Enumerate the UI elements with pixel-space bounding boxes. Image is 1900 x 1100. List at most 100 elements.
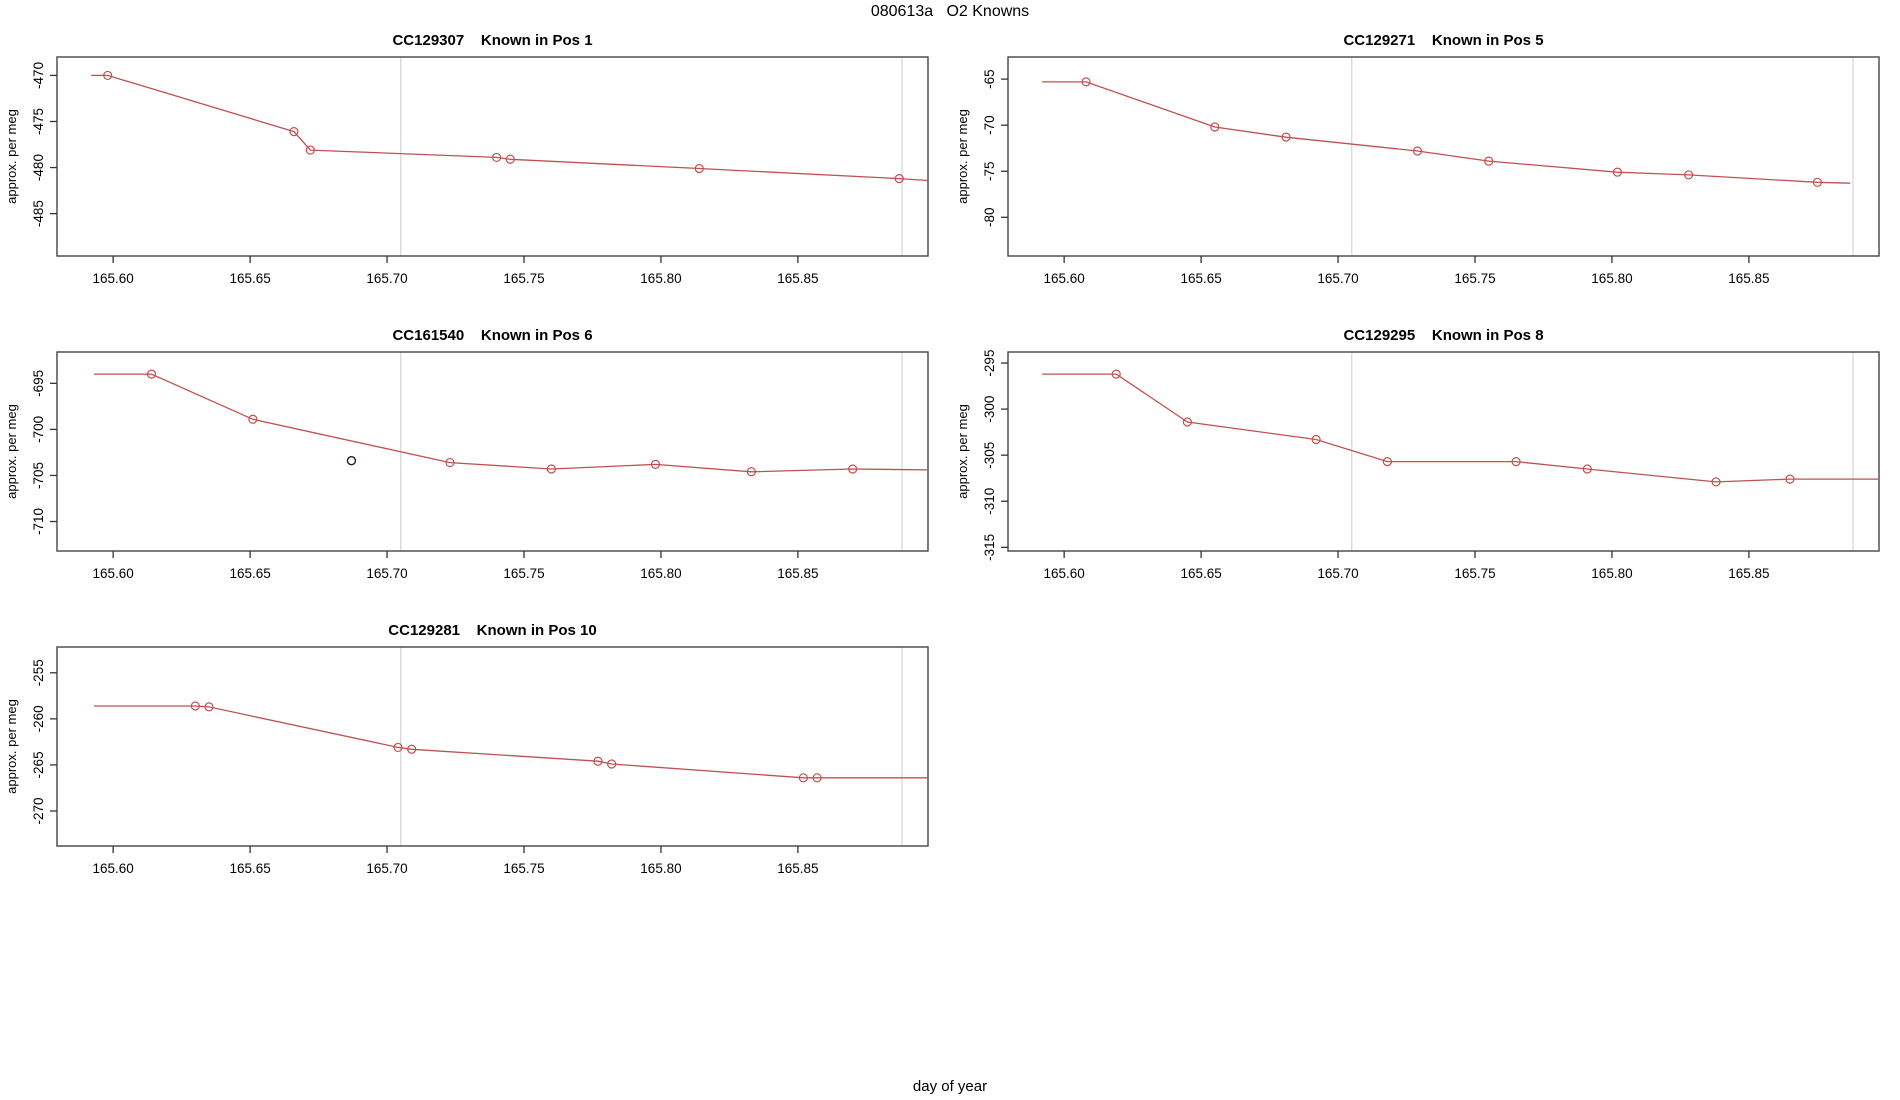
data-point-marker	[1412, 146, 1423, 156]
data-point-marker	[1812, 177, 1822, 187]
x-tick-label: 165.60	[1044, 566, 1085, 581]
x-tick-label: 165.85	[1728, 271, 1769, 286]
y-axis-label: approx. per meg	[3, 699, 19, 794]
data-line	[94, 705, 928, 779]
y-tick-label: -480	[31, 154, 46, 181]
data-point-marker	[1281, 132, 1291, 142]
y-tick-label: -300	[982, 396, 997, 423]
x-tick-label: 165.60	[93, 861, 134, 876]
plot-box	[1007, 351, 1880, 552]
y-tick-label: -265	[31, 751, 46, 778]
plot-cc161540-pos6: CC161540 Known in Pos 6 approx. per meg …	[4, 327, 929, 581]
plot-box	[1007, 56, 1880, 257]
data-line	[91, 74, 929, 182]
plot-title: CC129271 Known in Pos 5	[1343, 32, 1544, 49]
data-point-marker	[1582, 464, 1592, 474]
plot-title: CC129281 Known in Pos 10	[388, 622, 597, 639]
y-tick-label: -310	[982, 488, 997, 515]
data-point-marker	[1684, 170, 1694, 180]
y-tick-label: -295	[982, 350, 997, 377]
x-tick-label: 165.85	[777, 566, 818, 581]
y-axis-label: approx. per meg	[3, 404, 19, 499]
plot-canvas: 165.60 165.65 165.70 165.75 165.80 165.85 -485…	[31, 56, 929, 286]
data-line	[94, 373, 929, 473]
data-point-marker	[305, 145, 315, 155]
data-point-marker	[607, 759, 617, 769]
x-tick-label: 165.80	[640, 566, 681, 581]
y-tick-label: -305	[982, 442, 997, 469]
data-point-marker	[694, 163, 704, 174]
y-tick-label: -260	[31, 705, 46, 732]
x-tick-label: 165.65	[229, 861, 270, 876]
data-point-marker	[1484, 156, 1494, 166]
data-point-marker	[650, 459, 661, 469]
x-tick-label: 165.60	[93, 566, 134, 581]
data-point-marker	[894, 174, 904, 184]
x-axis-outer-label: day of year	[912, 1078, 988, 1095]
outlier-point-marker	[346, 456, 357, 466]
data-point-marker	[798, 773, 808, 783]
x-tick-label: 165.65	[229, 566, 270, 581]
y-axis-label-wrap: approx. per meg	[2, 647, 20, 846]
y-tick-label: -710	[31, 508, 46, 535]
data-line	[1042, 373, 1879, 483]
data-point-marker	[204, 702, 214, 712]
data-line	[1042, 81, 1851, 184]
plot-cc129307-pos1: CC129307 Known in Pos 1 approx. per meg …	[4, 32, 929, 286]
x-tick-label: 165.80	[640, 271, 681, 286]
y-tick-label: -315	[982, 534, 997, 561]
data-point-marker	[1711, 477, 1721, 487]
y-axis-label-wrap: approx. per meg	[2, 57, 20, 256]
x-tick-label: 165.85	[1728, 566, 1769, 581]
plot-cc129281-pos10: CC129281 Known in Pos 10 approx. per meg…	[4, 622, 929, 876]
x-tick-label: 165.70	[366, 271, 407, 286]
y-tick-label: -700	[31, 416, 46, 443]
plot-box	[56, 56, 929, 257]
data-point-marker	[505, 154, 515, 164]
plot-canvas: 165.60 165.65 165.70 165.75 165.80 165.85 -315…	[982, 350, 1880, 581]
data-point-marker	[289, 127, 299, 137]
y-tick-label: -70	[982, 115, 997, 135]
x-tick-label: 165.75	[503, 271, 544, 286]
y-axis-label-wrap: approx. per meg	[953, 352, 971, 551]
plot-cc129295-pos8: CC129295 Known in Pos 8 approx. per meg …	[955, 327, 1880, 581]
y-axis-label-wrap: approx. per meg	[2, 352, 20, 551]
x-tick-label: 165.70	[366, 566, 407, 581]
data-point-marker	[746, 467, 756, 477]
y-tick-label: -65	[982, 69, 997, 89]
plot-box	[56, 646, 929, 847]
page-title: 080613a O2 Knowns	[870, 3, 1030, 20]
y-tick-label: -470	[31, 62, 46, 89]
y-axis-label-wrap: approx. per meg	[953, 57, 971, 256]
data-point-marker	[1785, 474, 1795, 484]
y-tick-label: -485	[31, 200, 46, 227]
data-point-marker	[1111, 369, 1121, 379]
y-axis-label: approx. per meg	[954, 404, 970, 499]
plot-title: CC129295 Known in Pos 8	[1343, 327, 1544, 344]
data-point-marker	[1511, 457, 1521, 467]
data-point-marker	[1182, 417, 1193, 427]
x-tick-label: 165.60	[93, 271, 134, 286]
y-tick-label: -75	[982, 161, 997, 181]
y-axis-label: approx. per meg	[954, 109, 970, 204]
data-point-marker	[445, 457, 455, 468]
plot-canvas: 165.60 165.65 165.70 165.75 165.80 165.85 -710…	[31, 351, 929, 581]
data-point-marker	[848, 464, 858, 474]
data-point-marker	[190, 701, 200, 711]
x-tick-label: 165.75	[1454, 566, 1495, 581]
data-point-marker	[103, 70, 113, 81]
y-tick-label: -80	[982, 208, 997, 228]
plot-canvas: 165.60 165.65 165.70 165.75 165.80 165.85 -270…	[31, 646, 929, 876]
data-point-marker	[407, 744, 417, 754]
data-point-marker	[1612, 167, 1623, 177]
data-point-marker	[1081, 77, 1091, 87]
plot-title: CC161540 Known in Pos 6	[392, 327, 593, 344]
y-tick-label: -695	[31, 370, 46, 397]
plot-box	[56, 351, 929, 552]
x-tick-label: 165.70	[1317, 566, 1358, 581]
data-point-marker	[546, 464, 556, 474]
data-point-marker	[1210, 122, 1220, 132]
x-tick-label: 165.70	[366, 861, 407, 876]
plot-title: CC129307 Known in Pos 1	[392, 32, 593, 49]
